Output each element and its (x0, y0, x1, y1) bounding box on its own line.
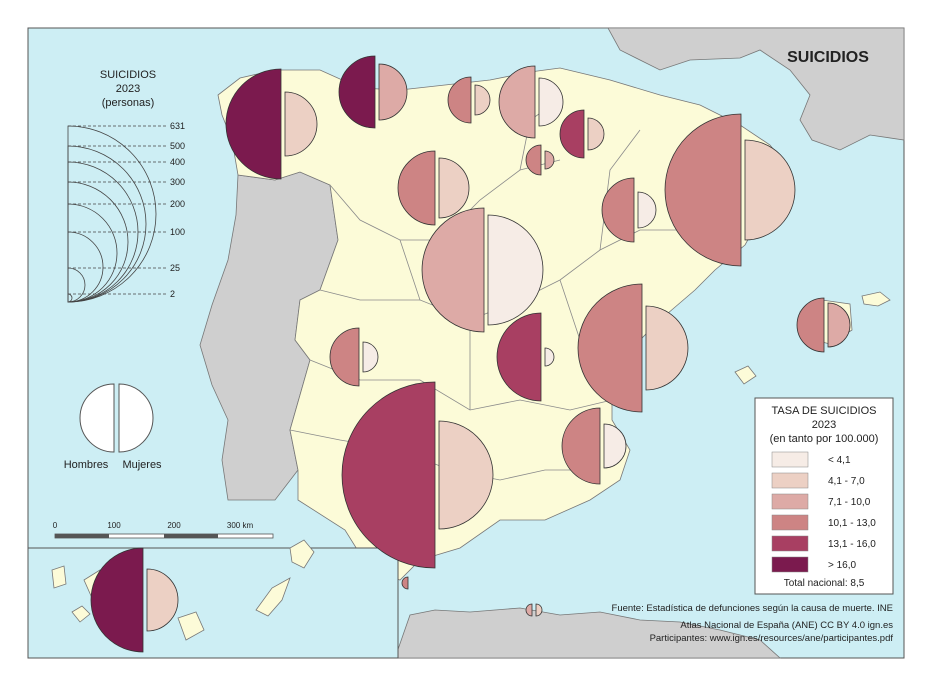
size-legend-value: 300 (170, 177, 185, 187)
men-half-circle (401, 576, 409, 590)
women-half-circle (378, 63, 408, 121)
women-half-circle (637, 191, 657, 229)
women-half-circle (538, 77, 564, 127)
rate-class-label: > 16,0 (828, 560, 857, 571)
canary-island-b (71, 605, 91, 623)
women-half-circle (827, 302, 851, 348)
africa-landmass (394, 607, 782, 659)
women-half-circle (284, 91, 318, 157)
men-half-circle (397, 150, 436, 226)
men-half-circle (561, 407, 601, 485)
men-half-circle (421, 207, 485, 333)
men-label: Hombres (64, 459, 109, 471)
men-half-circle (525, 603, 533, 617)
map-title: SUICIDIOS (787, 49, 869, 66)
women-half-circle (362, 341, 379, 373)
rate-swatch (771, 493, 809, 510)
canary-island-e (255, 577, 291, 617)
scale-bar: 0 100 200 300 km (53, 521, 274, 539)
men-half-circle (338, 55, 376, 129)
rate-swatch (771, 514, 809, 531)
canary-island-f (289, 539, 315, 569)
size-legend-value: 100 (170, 227, 185, 237)
rate-swatch (771, 472, 809, 489)
women-half-circle (603, 423, 627, 469)
size-legend-value: 631 (170, 121, 185, 131)
size-legend-ring (67, 267, 86, 303)
rate-legend-title: TASA DE SUICIDIOS (772, 405, 877, 417)
gender-legend: Hombres Mujeres (64, 383, 162, 471)
rate-swatch (771, 451, 809, 468)
rate-legend-unit: (en tanto por 100.000) (770, 433, 879, 445)
atlas-credit: Atlas Nacional de España (ANE) CC BY 4.0… (680, 620, 893, 631)
rate-legend-year: 2023 (812, 419, 836, 431)
men-half-circle (447, 76, 472, 124)
rate-class-label: < 4,1 (828, 455, 851, 466)
national-rate: Total nacional: 8,5 (784, 578, 865, 589)
rate-legend: TASA DE SUICIDIOS 2023 (en tanto por 100… (754, 397, 894, 595)
men-half-circle (577, 283, 643, 413)
scale-label-200: 200 (167, 521, 181, 530)
men-half-circle (329, 327, 360, 387)
rate-swatch (771, 556, 809, 573)
size-legend: SUICIDIOS 2023 (personas) 631 500 400 300 20… (67, 69, 185, 303)
size-legend-value: 2 (170, 289, 175, 299)
ibiza-island (734, 365, 757, 385)
participants-credit: Participantes: www.ign.es/resources/ane/… (650, 633, 894, 644)
rate-class-label: 7,1 - 10,0 (828, 497, 871, 508)
women-label: Mujeres (122, 459, 162, 471)
canary-inset (27, 547, 399, 659)
women-half-circle (645, 305, 689, 391)
size-legend-unit: (personas) (102, 97, 155, 109)
men-half-circle (525, 144, 542, 176)
rate-swatch (771, 535, 809, 552)
women-half-circle (587, 117, 605, 151)
scale-label-0: 0 (53, 521, 58, 530)
men-half-circle (664, 113, 742, 267)
women-half-circle (146, 568, 179, 632)
women-half-circle (535, 603, 543, 617)
women-half-circle (438, 157, 470, 219)
men-half-circle (341, 381, 436, 569)
province-symbols (90, 55, 851, 653)
men-half-circle (225, 68, 282, 180)
men-half-circle (496, 312, 542, 402)
women-half-circle (544, 347, 555, 367)
rate-class-label: 13,1 - 16,0 (828, 539, 876, 550)
source-credit: Fuente: Estadística de defunciones según… (612, 603, 893, 614)
size-legend-value: 25 (170, 263, 180, 273)
france-landmass (560, 27, 905, 151)
size-legend-value: 200 (170, 199, 185, 209)
size-legend-title: SUICIDIOS (100, 69, 156, 81)
canary-island-a (51, 565, 67, 589)
scale-label-100: 100 (107, 521, 121, 530)
size-legend-ring (67, 231, 104, 303)
size-legend-year: 2023 (116, 83, 140, 95)
canary-island-d (177, 611, 205, 641)
men-half-circle (90, 547, 144, 653)
menorca-island (861, 291, 891, 307)
men-half-circle (498, 65, 536, 139)
size-legend-ring (67, 161, 139, 303)
size-legend-value: 500 (170, 141, 185, 151)
size-legend-ring (67, 203, 118, 303)
size-legend-ring (67, 125, 157, 303)
rate-class-label: 10,1 - 13,0 (828, 518, 876, 529)
women-half-circle (744, 139, 796, 241)
men-half-circle (559, 109, 585, 159)
scale-label-300: 300 km (227, 521, 254, 530)
men-half-circle (796, 297, 825, 353)
rate-class-label: 4,1 - 7,0 (828, 476, 865, 487)
women-half-circle (544, 150, 555, 170)
men-half-circle (601, 177, 635, 243)
size-legend-value: 400 (170, 157, 185, 167)
size-legend-ring (67, 181, 129, 303)
women-half-circle (487, 214, 544, 326)
women-half-circle (474, 84, 491, 116)
women-half-circle (438, 420, 494, 530)
